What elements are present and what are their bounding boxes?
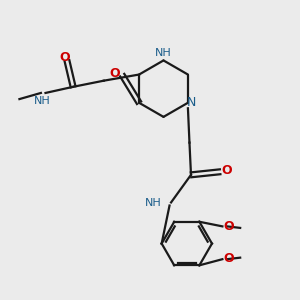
Text: O: O [109, 67, 120, 80]
Text: O: O [223, 220, 234, 233]
Text: O: O [59, 51, 70, 64]
Text: NH: NH [155, 48, 172, 58]
Text: NH: NH [145, 198, 162, 208]
Text: O: O [222, 164, 232, 177]
Text: NH: NH [34, 96, 51, 106]
Text: N: N [186, 96, 196, 109]
Text: O: O [223, 252, 234, 265]
